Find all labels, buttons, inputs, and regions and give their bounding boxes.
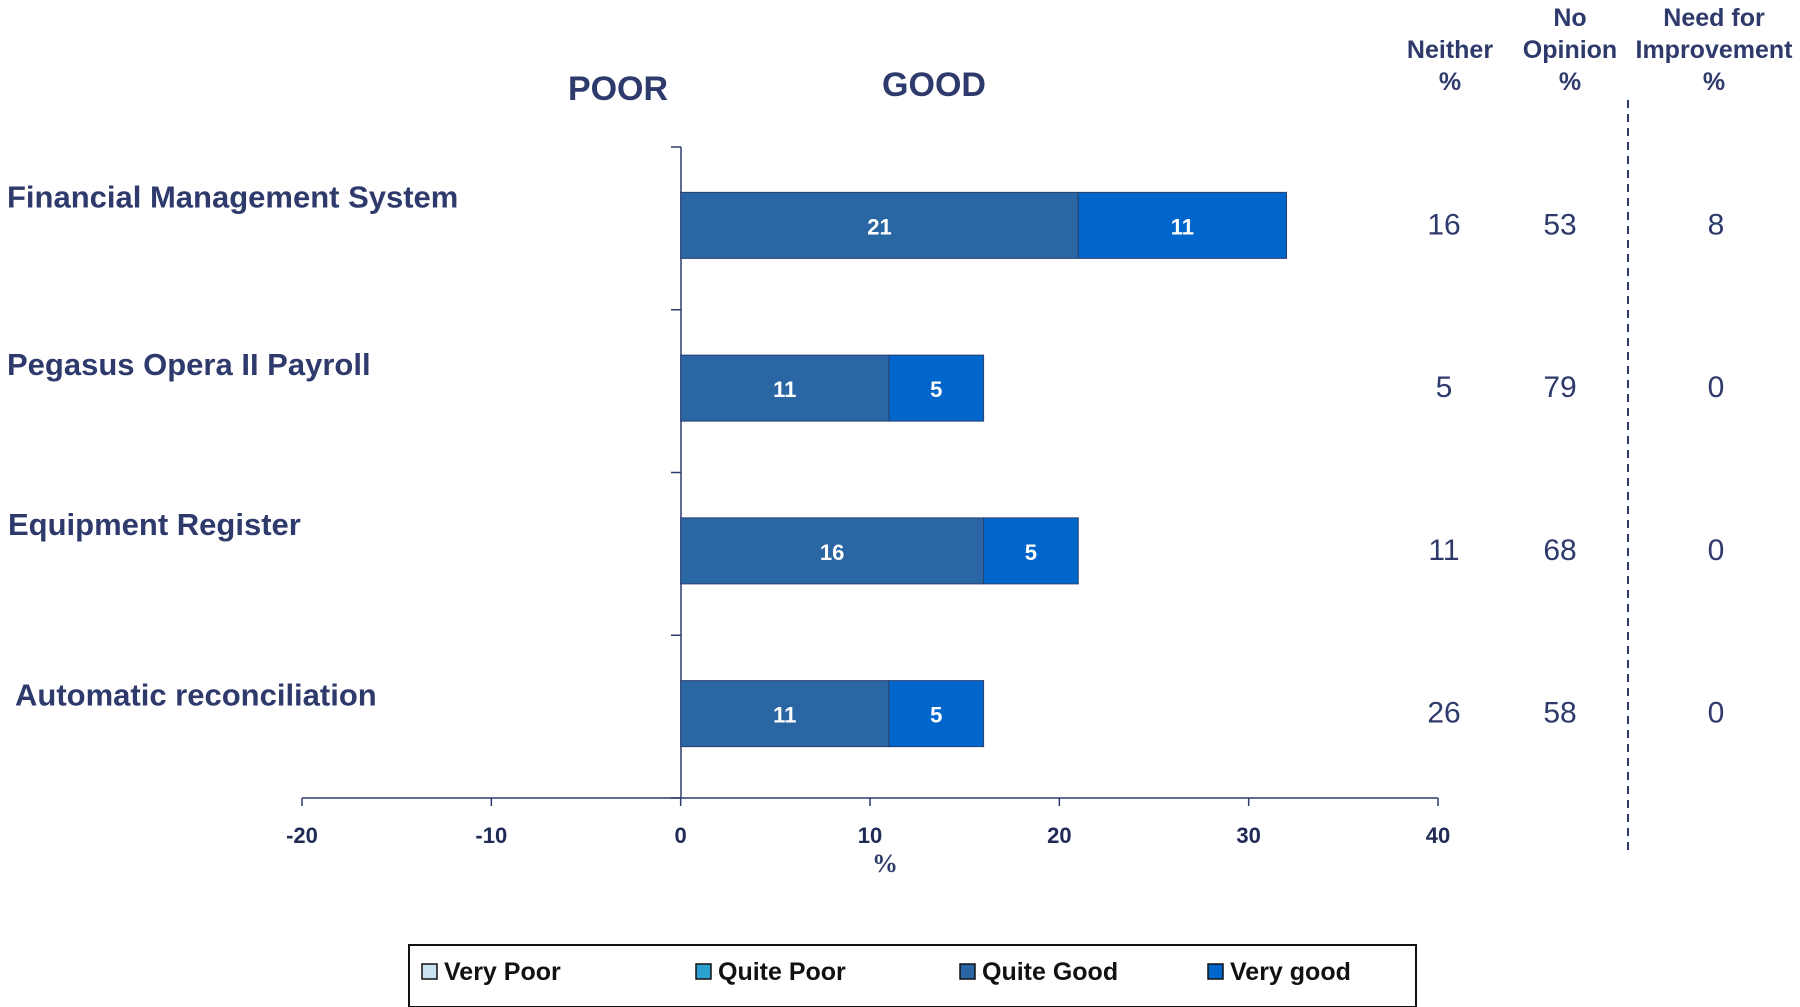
bar-value-label: 5 [930,703,942,728]
svg-text:%: % [1559,68,1581,96]
svg-text:%: % [1439,68,1461,96]
svg-text:Neither: Neither [1407,36,1493,64]
x-tick-label: -20 [286,823,318,848]
bar-value-label: 21 [867,214,891,239]
svg-text:Opinion: Opinion [1523,36,1617,64]
poor-label: POOR [568,70,668,108]
bar-value-label: 5 [930,377,942,402]
side-value-no-opinion: 68 [1543,534,1576,567]
category-label: Pegasus Opera II Payroll [7,347,371,382]
bar-value-label: 11 [773,703,796,728]
side-value-neither: 16 [1427,208,1460,241]
legend-swatch [1207,963,1224,980]
svg-text:%: % [1703,68,1725,96]
side-value-need-improvement: 0 [1708,371,1725,404]
header-need-improvement: Need for Improvement % [1636,4,1794,96]
bar-segment [1077,191,1288,259]
x-tick-label: 0 [675,823,687,848]
legend-swatch [695,963,712,980]
bar-segment [888,680,985,748]
bar-segment [680,680,890,748]
bar-value-label: 16 [820,540,844,565]
bars: 21 11 11 5 16 5 11 5 [680,191,1288,748]
svg-text:Improvement: Improvement [1636,36,1794,64]
bar-segment [888,354,985,422]
x-tick-label: -10 [475,823,507,848]
side-value-need-improvement: 0 [1708,534,1725,567]
legend-label: Quite Poor [718,958,846,986]
bar-value-label: 5 [1025,540,1037,565]
bar-value-label: 11 [1171,214,1194,239]
x-tick-label: 40 [1426,823,1450,848]
side-value-neither: 26 [1427,697,1460,730]
x-tick-label: 30 [1236,823,1260,848]
legend-label: Quite Good [982,958,1118,986]
side-value-need-improvement: 8 [1708,208,1725,241]
bar-segment [680,354,890,422]
x-axis-unit: % [872,849,898,878]
header-neither: Neither % [1407,36,1493,96]
bar-segment [983,517,1079,585]
legend-swatch [959,963,976,980]
side-value-no-opinion: 53 [1543,208,1576,241]
side-value-neither: 5 [1436,371,1453,404]
legend: Very Poor Quite Poor Quite Good Very good [408,944,1417,1007]
header-no-opinion: No Opinion % [1523,4,1617,96]
good-label: GOOD [882,66,986,104]
bar-value-label: 11 [773,377,796,402]
x-axis-ticks: -20 -10 0 10 20 30 40 [286,798,1450,848]
side-columns: 16 53 8 5 79 0 11 68 0 26 58 0 [1427,208,1724,729]
side-value-need-improvement: 0 [1708,697,1725,730]
bar-segment [680,517,985,585]
legend-swatch [421,963,438,980]
legend-label: Very good [1230,958,1351,986]
category-labels: Financial Management System Pegasus Opera… [7,179,458,712]
x-tick-label: 10 [858,823,882,848]
side-value-neither: 11 [1428,534,1459,567]
category-label: Equipment Register [8,507,301,542]
side-value-no-opinion: 79 [1543,371,1576,404]
category-label: Automatic reconciliation [15,678,377,713]
side-value-no-opinion: 58 [1543,697,1576,730]
svg-text:Need for: Need for [1663,4,1765,32]
legend-box [408,944,1417,1007]
y-axis-ticks [671,146,681,799]
category-label: Financial Management System [7,179,458,214]
x-tick-label: 20 [1047,823,1071,848]
legend-label: Very Poor [444,958,561,986]
svg-text:No: No [1553,4,1586,32]
